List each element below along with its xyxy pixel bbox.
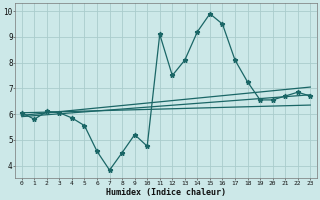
X-axis label: Humidex (Indice chaleur): Humidex (Indice chaleur) (106, 188, 226, 197)
